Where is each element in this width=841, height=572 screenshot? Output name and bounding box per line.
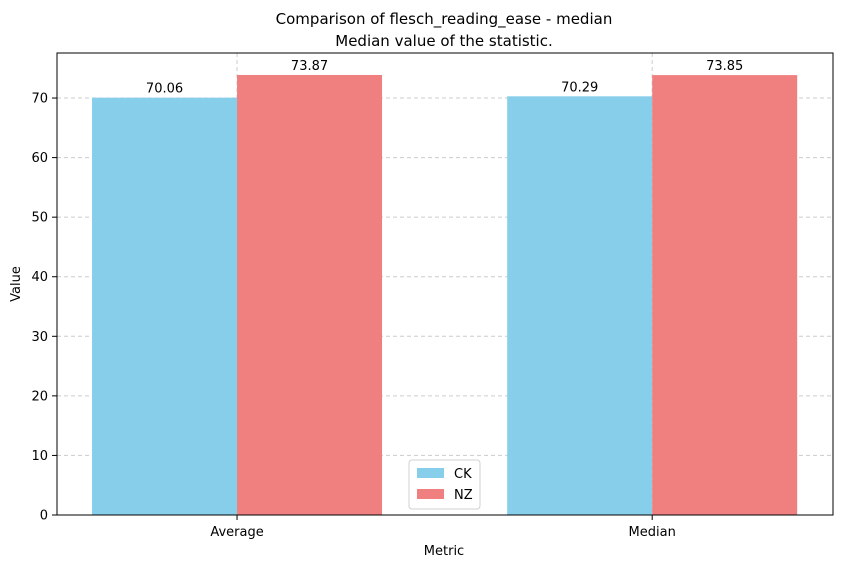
y-tick-label: 20 [31, 389, 48, 404]
legend-swatch-ck [417, 468, 444, 478]
plot-frame [56, 52, 834, 516]
bar-value-label: 73.87 [291, 59, 328, 74]
y-axis-label: Value [9, 266, 24, 302]
bar-value-label: 70.29 [561, 80, 598, 95]
bar-value-labels: 70.06 73.87 70.29 73.85 [146, 59, 743, 97]
bar-nz-average [237, 74, 383, 516]
y-tick-label: 50 [31, 211, 48, 226]
bar-value-label: 73.85 [706, 59, 743, 74]
bar-value-label: 70.06 [146, 82, 183, 97]
bar-ck-median [507, 96, 653, 515]
legend-label-ck: CK [454, 467, 472, 482]
bar-ck-average [92, 97, 238, 516]
bar-nz-median [652, 75, 798, 516]
bars [92, 74, 798, 516]
legend-swatch-nz [417, 489, 444, 499]
y-tick-label: 40 [31, 270, 48, 285]
y-tick-label: 70 [31, 92, 48, 107]
x-tick-label: Average [210, 525, 263, 540]
x-tick-label: Median [629, 525, 676, 540]
chart-title: Comparison of flesch_reading_ease - medi… [276, 10, 613, 29]
x-axis-label: Metric [424, 544, 464, 559]
chart-subtitle: Median value of the statistic. [335, 32, 553, 50]
y-tick-label: 0 [40, 509, 48, 524]
axes: 0 10 20 30 40 50 60 70 Average Median [31, 92, 675, 540]
y-tick-label: 60 [31, 151, 48, 166]
y-tick-label: 10 [31, 449, 48, 464]
legend-label-nz: NZ [454, 488, 473, 503]
legend: CK NZ [408, 459, 481, 510]
y-tick-label: 30 [31, 330, 48, 345]
